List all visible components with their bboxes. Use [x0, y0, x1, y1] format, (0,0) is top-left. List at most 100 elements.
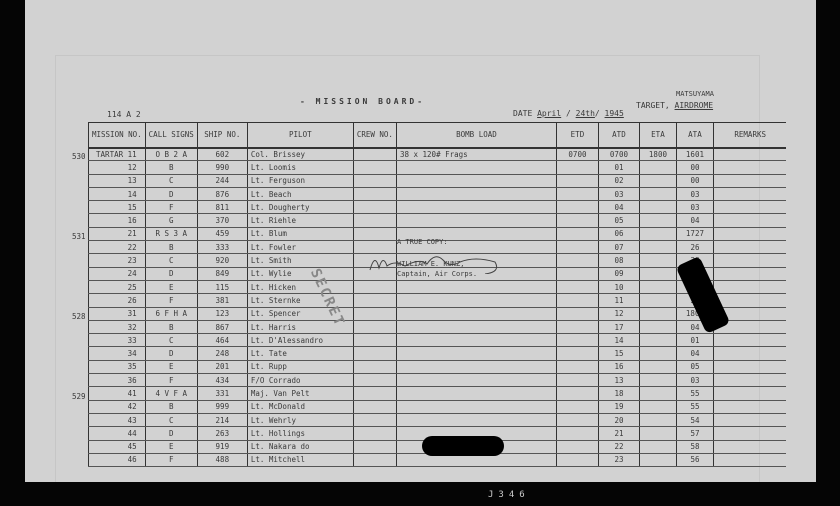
cell-atd: 08: [597, 253, 640, 268]
cell-mission: 32: [88, 320, 146, 335]
cell-ata: 54: [675, 413, 714, 428]
table-row: 45 E 919 Lt. Nakara do 22 58: [88, 440, 787, 454]
cell-eta: 1800: [638, 147, 677, 162]
date-label: DATE: [513, 109, 533, 118]
cell-atd: 23: [597, 453, 640, 468]
cell-crew: [352, 373, 397, 388]
cell-ship: 434: [196, 373, 248, 388]
cell-ata: 00: [675, 174, 714, 188]
cell-eta: [638, 293, 677, 308]
cell-bomb: [395, 400, 557, 414]
cell-crew: [352, 174, 397, 188]
cell-bomb: [395, 373, 557, 388]
cell-ship: 876: [196, 187, 248, 202]
redaction-mark: [422, 436, 504, 456]
cell-crew: [352, 280, 397, 295]
cell-pilot: Lt. Sternke: [246, 293, 354, 308]
cell-ata: 55: [675, 386, 714, 401]
cell-eta: [638, 426, 677, 441]
cell-call: D: [144, 187, 198, 202]
cell-mission: 35: [88, 360, 146, 375]
table-row: 41 4 V F A 331 Maj. Van Pelt 18 55: [88, 386, 787, 401]
target-value: AIRDROME: [674, 101, 714, 110]
group-label: 530: [72, 152, 86, 161]
cell-etd: [555, 413, 599, 428]
cell-crew: [352, 320, 397, 335]
table-row: 16 G 370 Lt. Riehle 05 04: [88, 213, 787, 228]
cell-mission: 15: [88, 200, 146, 215]
date-field: DATE April / 24th/ 1945: [513, 109, 624, 118]
cell-remarks: [712, 426, 787, 441]
cell-ship: 488: [196, 453, 248, 468]
cell-call: F: [144, 373, 198, 388]
cell-bomb: [395, 187, 557, 202]
table-row: 43 C 214 Lt. Wehrly 20 54: [88, 413, 787, 428]
cell-bomb: 38 x 120# Frags: [395, 147, 557, 162]
cell-ship: 464: [196, 333, 248, 348]
cell-atd: 04: [597, 200, 640, 215]
cell-ata: 26: [675, 240, 714, 255]
table-row: 22 B 333 Lt. Fowler 07 26: [88, 240, 787, 255]
date-year: 1945: [604, 109, 624, 118]
cell-bomb: [395, 453, 557, 468]
cell-eta: [638, 240, 677, 255]
cell-etd: [555, 200, 599, 215]
table-row: 34 D 248 Lt. Tate 15 04: [88, 346, 787, 361]
cell-mission: 36: [88, 373, 146, 388]
cell-etd: [555, 174, 599, 188]
column-header: BOMB LOAD: [395, 122, 557, 149]
cell-mission: 31: [88, 307, 146, 321]
cell-call: B: [144, 240, 198, 255]
target-name: MATSUYAMA: [676, 90, 714, 98]
cell-atd: 07: [597, 240, 640, 255]
cell-bomb: [395, 293, 557, 308]
cell-call: B: [144, 320, 198, 335]
signature: [369, 256, 498, 274]
cell-remarks: [712, 200, 787, 215]
cell-ship: 331: [196, 386, 248, 401]
cell-remarks: [712, 240, 787, 255]
cell-mission: 14: [88, 187, 146, 202]
cell-remarks: [712, 227, 787, 242]
cell-ship: 201: [196, 360, 248, 375]
cell-pilot: F/O Corrado: [246, 373, 354, 388]
cell-remarks: [712, 346, 787, 361]
cell-atd: 06: [597, 227, 640, 242]
cell-ship: 244: [196, 174, 248, 188]
cell-etd: [555, 373, 599, 388]
cell-eta: [638, 413, 677, 428]
cell-bomb: [395, 320, 557, 335]
cell-remarks: [712, 360, 787, 375]
certifier-rank: Captain, Air Corps.: [397, 270, 478, 278]
date-day: 24th: [575, 109, 595, 118]
cell-eta: [638, 400, 677, 414]
cell-eta: [638, 440, 677, 454]
table-row: 36 F 434 F/O Corrado 13 03: [88, 373, 787, 388]
cell-pilot: Maj. Van Pelt: [246, 386, 354, 401]
cell-mission: 12: [88, 160, 146, 175]
cell-call: R S 3 A: [144, 227, 198, 242]
cell-atd: 11: [597, 293, 640, 308]
cell-remarks: [712, 440, 787, 454]
cell-crew: [352, 360, 397, 375]
cell-atd: 09: [597, 267, 640, 281]
cell-call: D: [144, 267, 198, 281]
column-header: REMARKS: [712, 122, 787, 149]
cell-etd: [555, 440, 599, 454]
cell-call: F: [144, 200, 198, 215]
cell-ata: 03: [675, 373, 714, 388]
cell-mission: 45: [88, 440, 146, 454]
cell-eta: [638, 200, 677, 215]
cell-pilot: Lt. McDonald: [246, 400, 354, 414]
column-header: CALL SIGNS: [144, 122, 198, 149]
cell-remarks: [712, 453, 787, 468]
cell-remarks: [712, 413, 787, 428]
cell-atd: 0700: [597, 147, 640, 162]
cell-crew: [352, 413, 397, 428]
column-header: ETA: [638, 122, 677, 149]
reference-number: 114 A 2: [107, 110, 141, 119]
cell-atd: 16: [597, 360, 640, 375]
cell-call: E: [144, 360, 198, 375]
cell-etd: [555, 293, 599, 308]
cell-pilot: Lt. Tate: [246, 346, 354, 361]
